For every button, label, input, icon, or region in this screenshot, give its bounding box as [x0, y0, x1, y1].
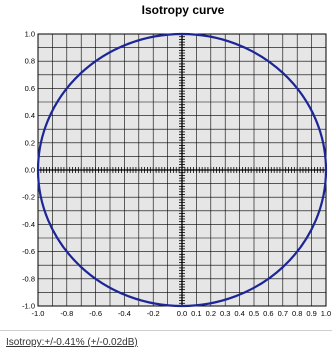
x-tick-label: 0.5	[249, 309, 259, 318]
x-tick-label: 0.3	[220, 309, 230, 318]
x-tick-label: 1.0	[321, 309, 331, 318]
plot-area: 1.0 0.8 0.6 0.4 0.2 0.0 -0.2 -0.4 -0.6 -0.8 -1.0-1…	[22, 30, 331, 319]
x-tick-label: 0.7	[278, 309, 288, 318]
x-tick-label: 0.4	[234, 309, 244, 318]
footer-divider	[0, 330, 332, 331]
x-tick-label: 0.6	[263, 309, 273, 318]
y-tick-label: -0.6	[22, 247, 35, 256]
y-tick-label: -1.0	[22, 302, 35, 311]
y-tick-label: 1.0	[25, 30, 35, 39]
x-tick-label: -0.6	[89, 309, 102, 318]
isotropy-curve	[36, 32, 328, 308]
x-tick-label: -1.0	[32, 309, 45, 318]
chart-title: Isotropy curve	[142, 3, 225, 17]
x-tick-label: 0.0	[177, 309, 187, 318]
x-tick-label: 0.2	[206, 309, 216, 318]
isotropy-result: Isotropy:+/-0.41% (+/-0.02dB)	[6, 337, 138, 348]
x-tick-label: -0.4	[118, 309, 131, 318]
y-tick-label: 0.0	[25, 166, 35, 175]
x-tick-label: -0.8	[60, 309, 73, 318]
x-tick-label: 0.8	[292, 309, 302, 318]
y-tick-label: 0.6	[25, 84, 35, 93]
y-tick-label: -0.4	[22, 220, 35, 229]
x-tick-label: 0.9	[306, 309, 316, 318]
y-tick-label: -0.8	[22, 274, 35, 283]
y-tick-label: 0.2	[25, 138, 35, 147]
y-tick-label: 0.8	[25, 57, 35, 66]
x-tick-label: -0.2	[147, 309, 160, 318]
y-tick-label: 0.4	[25, 111, 35, 120]
y-tick-label: -0.2	[22, 193, 35, 202]
x-tick-label: 0.1	[191, 309, 201, 318]
